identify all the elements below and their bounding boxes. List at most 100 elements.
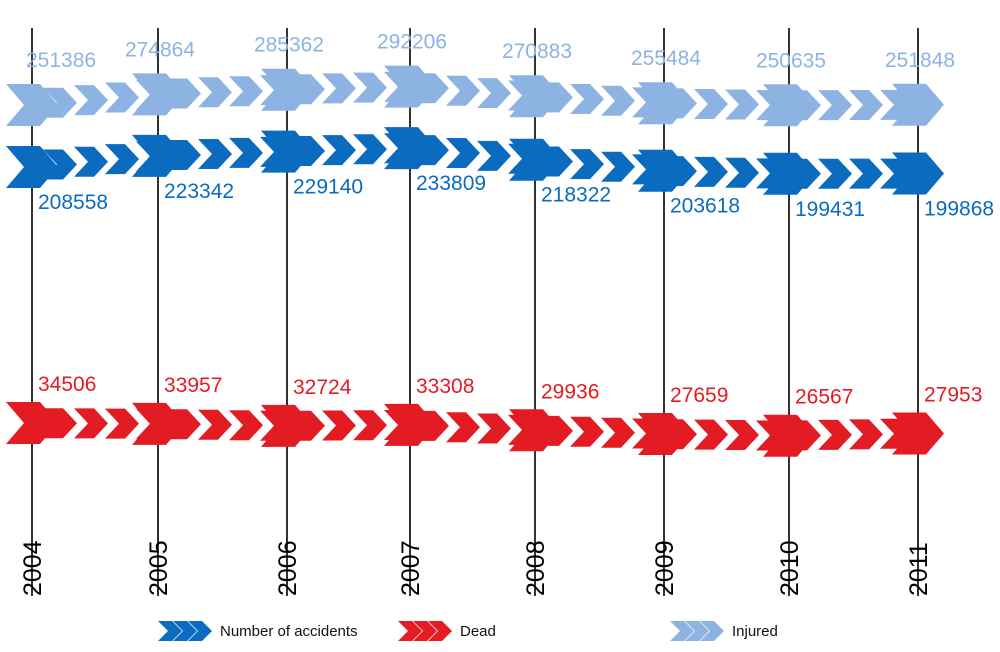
value-label-dead: 33957 bbox=[164, 374, 222, 397]
legend-label-dead: Dead bbox=[460, 622, 496, 640]
chevron-mark bbox=[353, 72, 387, 103]
value-label-accidents: 223342 bbox=[164, 180, 234, 203]
chevron-mark bbox=[570, 84, 604, 114]
value-label-injured: 285362 bbox=[254, 34, 324, 57]
chevron-mark bbox=[198, 409, 232, 440]
chevron-mark bbox=[74, 85, 108, 116]
value-label-injured: 250635 bbox=[756, 49, 826, 72]
year-marker-accidents bbox=[892, 152, 944, 195]
legend-label-accidents: Number of accidents bbox=[220, 622, 358, 640]
chevron-mark bbox=[322, 135, 356, 166]
band-dead bbox=[6, 402, 944, 457]
band-accidents bbox=[6, 127, 944, 195]
value-label-dead: 29936 bbox=[541, 380, 599, 403]
chevron-mark bbox=[818, 158, 852, 189]
chevron-mark bbox=[601, 85, 635, 116]
chevron-mark bbox=[229, 137, 263, 168]
chevron-mark bbox=[477, 78, 511, 109]
year-label: 2009 bbox=[651, 540, 679, 596]
chevron-mark bbox=[446, 412, 480, 443]
year-marker-dead bbox=[384, 403, 436, 446]
year-label: 2010 bbox=[776, 540, 804, 596]
value-label-accidents: 229140 bbox=[293, 176, 363, 199]
value-label-dead: 33308 bbox=[416, 375, 474, 398]
value-label-accidents: 233809 bbox=[416, 172, 486, 195]
chevron-mark bbox=[725, 157, 759, 188]
year-marker-dead bbox=[509, 409, 561, 452]
value-label-injured: 251848 bbox=[885, 49, 955, 72]
value-label-accidents: 218322 bbox=[541, 184, 611, 207]
legend: Number of accidents Dead Injured bbox=[0, 616, 1000, 646]
chevron-mark bbox=[694, 156, 728, 187]
chevron-mark bbox=[725, 89, 759, 120]
year-marker-injured bbox=[384, 65, 436, 108]
chevron-mark bbox=[446, 75, 480, 106]
year-marker-accidents bbox=[132, 134, 184, 177]
year-marker-injured bbox=[6, 84, 58, 126]
chevron-mark bbox=[818, 419, 852, 450]
year-marker-injured bbox=[638, 82, 690, 125]
chevron-mark bbox=[601, 417, 635, 448]
chevron-mark bbox=[601, 151, 635, 182]
year-marker-injured bbox=[892, 83, 944, 126]
chevron-mark bbox=[105, 82, 139, 113]
chevron-mark bbox=[74, 146, 108, 177]
legend-label-injured: Injured bbox=[732, 622, 778, 640]
value-label-injured: 270883 bbox=[502, 40, 572, 63]
chevron-mark bbox=[105, 144, 139, 175]
chevron-mark bbox=[198, 139, 232, 169]
year-marker-injured bbox=[132, 73, 184, 116]
value-label-accidents: 199431 bbox=[795, 198, 865, 221]
legend-item-injured: Injured bbox=[670, 616, 778, 646]
chevron-mark bbox=[353, 134, 387, 165]
chevron-mark bbox=[353, 410, 387, 441]
year-marker-accidents bbox=[6, 146, 58, 188]
value-label-injured: 292206 bbox=[377, 31, 447, 54]
value-label-dead: 27953 bbox=[924, 384, 982, 407]
year-label: 2006 bbox=[274, 540, 302, 596]
light-blue-chevrons-icon bbox=[670, 620, 724, 642]
chevron-mark bbox=[322, 73, 356, 104]
chevron-mark bbox=[849, 419, 883, 450]
red-chevrons-icon bbox=[398, 620, 452, 642]
year-marker-dead bbox=[261, 404, 313, 447]
chevron-bands bbox=[6, 65, 944, 457]
chevron-mark bbox=[694, 419, 728, 450]
chevron-mark bbox=[229, 76, 263, 107]
value-label-injured: 251386 bbox=[26, 49, 96, 72]
year-label: 2004 bbox=[19, 540, 47, 596]
value-label-dead: 26567 bbox=[795, 386, 853, 409]
legend-item-dead: Dead bbox=[398, 616, 496, 646]
chevron-mark bbox=[849, 90, 883, 120]
chevron-mark bbox=[570, 416, 604, 447]
chevron-mark bbox=[74, 408, 108, 439]
year-marker-dead bbox=[6, 402, 58, 444]
band-injured bbox=[6, 65, 944, 127]
chevron-mark bbox=[849, 158, 883, 189]
year-marker-injured bbox=[261, 68, 313, 111]
chevron-mark bbox=[322, 410, 356, 441]
chevron-mark bbox=[570, 149, 604, 180]
blue-chevrons-icon bbox=[158, 620, 212, 642]
year-marker-dead bbox=[132, 402, 184, 445]
year-marker-dead bbox=[638, 413, 690, 455]
chevron-mark bbox=[477, 413, 511, 444]
year-marker-accidents bbox=[384, 127, 436, 170]
year-marker-injured bbox=[509, 75, 561, 118]
chevron-mark bbox=[105, 408, 139, 439]
chevron-mark bbox=[229, 410, 263, 441]
year-marker-dead bbox=[763, 414, 815, 457]
year-marker-dead bbox=[892, 412, 944, 455]
chevron-mark bbox=[694, 89, 728, 119]
value-label-dead: 27659 bbox=[670, 384, 728, 407]
chevron-mark bbox=[818, 90, 852, 121]
year-axis-labels: 2004 2005 2006 2007 2008 2009 2010 2011 bbox=[19, 540, 933, 596]
year-marker-accidents bbox=[763, 152, 815, 195]
year-label: 2007 bbox=[397, 540, 425, 596]
year-marker-accidents bbox=[638, 149, 690, 192]
value-label-accidents: 199868 bbox=[924, 198, 994, 221]
chevron-mark bbox=[198, 77, 232, 108]
value-labels: 251386 274864 285362 292206 270883 255484 2506… bbox=[26, 31, 994, 409]
year-label: 2011 bbox=[905, 542, 933, 596]
